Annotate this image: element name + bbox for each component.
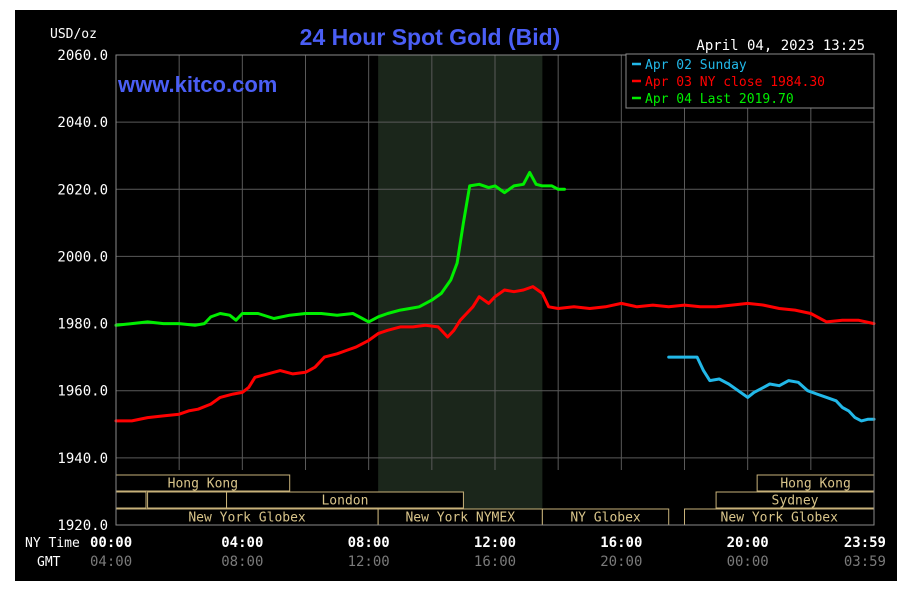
legend-label-apr03: Apr 03 NY close 1984.30 [645,75,825,90]
y-tick-label: 1920.0 [57,518,108,534]
session-box [147,491,228,509]
x-tick-label-ny: 23:59 [844,535,886,551]
y-tick-label: 1940.0 [57,451,108,467]
watermark: www.kitco.com [117,72,277,97]
unit-label: USD/oz [50,27,97,42]
session-box: New York NYMEX [377,508,543,526]
x-tick-label-gmt: 00:00 [727,554,769,570]
x-tick-label-gmt: 04:00 [90,554,132,570]
session-label: London [321,494,368,509]
x-tick-label-gmt: 16:00 [474,554,516,570]
y-tick-label: 2000.0 [57,249,108,265]
legend: Apr 02 Sunday Apr 03 NY close 1984.30 Ap… [625,53,875,109]
session-box-frame [147,491,228,509]
chart-title: 24 Hour Spot Gold (Bid) [300,24,561,50]
row-label-gmt: GMT [37,555,61,570]
session-label: NY Globex [570,511,641,526]
series-line-0 [667,355,876,423]
timestamp: April 04, 2023 13:25 [696,38,865,54]
session-box: Sydney [715,491,875,509]
session-box: NY Globex [541,508,670,526]
x-tick-label-ny: 04:00 [221,535,263,551]
legend-label-apr02: Apr 02 Sunday [645,58,747,73]
session-box-frame [226,491,464,509]
session-label: New York NYMEX [405,511,515,526]
series-line-1 [114,285,876,423]
y-tick-label: 1960.0 [57,384,108,400]
session-box [115,491,147,509]
x-tick-label-gmt: 12:00 [348,554,390,570]
x-tick-label-gmt: 20:00 [600,554,642,570]
session-box-frame [115,491,147,509]
x-tick-label-ny: 16:00 [600,535,642,551]
y-tick-label: 2040.0 [57,115,108,131]
session-box: Hong Kong [756,474,875,492]
legend-label-apr04: Apr 04 Last 2019.70 [645,92,794,107]
session-box: New York Globex [115,508,379,526]
session-label: Sydney [772,494,819,509]
session-box: Hong Kong [115,474,291,492]
x-tick-label-ny: 08:00 [348,535,390,551]
y-tick-label: 2060.0 [57,48,108,64]
session-box: London [226,491,464,509]
session-box: New York Globex [684,508,875,526]
x-tick-label-ny: 20:00 [727,535,769,551]
session-label: New York Globex [721,511,839,526]
legend-box [625,53,875,109]
session-label: Hong Kong [168,477,238,492]
series-line-2 [114,171,566,327]
x-tick-label-gmt: 03:59 [844,554,886,570]
x-tick-label-gmt: 08:00 [221,554,263,570]
plot-border [115,54,875,526]
row-label-ny-time: NY Time [25,536,80,551]
session-label: New York Globex [188,511,306,526]
session-label: Hong Kong [780,477,850,492]
y-tick-label: 2020.0 [57,182,108,198]
y-tick-label: 1980.0 [57,317,108,333]
x-tick-label-ny: 12:00 [474,535,516,551]
x-tick-label-ny: 00:00 [90,535,132,551]
